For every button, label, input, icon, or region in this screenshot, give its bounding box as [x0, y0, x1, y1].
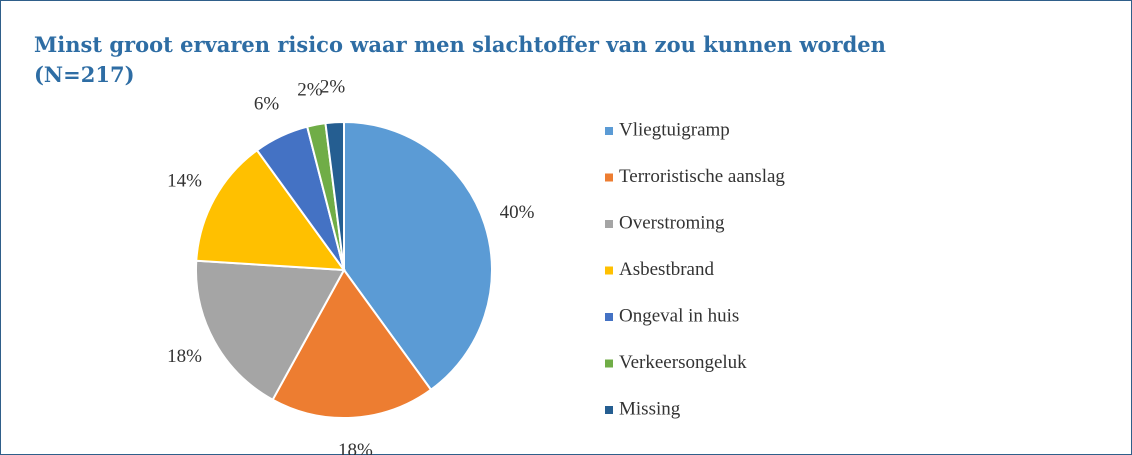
data-label: 18%	[338, 440, 373, 455]
data-label: 18%	[167, 346, 202, 367]
data-label: 2%	[320, 77, 346, 98]
chart-title: Minst groot ervaren risico waar men slac…	[34, 32, 886, 87]
legend-label: Vliegtuigramp	[619, 119, 730, 140]
legend-swatch	[605, 220, 613, 228]
pie-slice	[195, 148, 347, 272]
pie-slice	[324, 120, 345, 271]
pie-slice	[271, 268, 433, 419]
legend-swatch	[605, 406, 613, 414]
legend-label: Asbestbrand	[619, 259, 714, 280]
legend-swatch	[605, 359, 613, 368]
data-label: 40%	[500, 202, 535, 223]
legend-label: Overstroming	[619, 212, 725, 233]
legend-swatch	[605, 313, 613, 321]
data-label: 2%	[297, 80, 323, 101]
legend-label: Verkeersongeluk	[619, 352, 747, 373]
legend-label: Terroristische aanslag	[619, 166, 785, 187]
legend-swatch	[605, 127, 613, 135]
legend-swatch	[605, 266, 613, 275]
legend-label: Ongeval in huis	[619, 305, 739, 326]
legend-swatch	[605, 173, 613, 182]
legend-label: Missing	[619, 398, 681, 419]
data-label: 6%	[254, 94, 280, 115]
pie-slice	[343, 120, 493, 392]
data-label: 14%	[167, 171, 202, 192]
pie-slice	[195, 259, 346, 402]
